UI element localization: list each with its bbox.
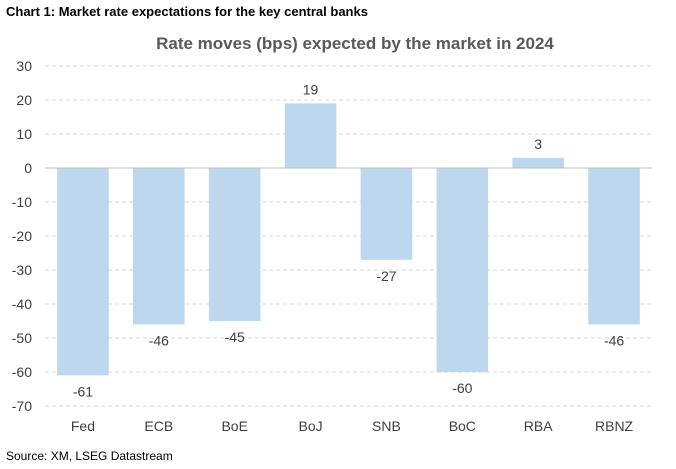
data-label: -45 xyxy=(225,329,245,345)
bar-ecb xyxy=(133,168,185,325)
x-tick-label: Fed xyxy=(71,418,95,434)
y-tick-label: -10 xyxy=(12,194,32,210)
x-tick-label: RBNZ xyxy=(595,418,634,434)
chart-caption: Chart 1: Market rate expectations for th… xyxy=(6,4,368,19)
y-tick-label: -50 xyxy=(12,330,32,346)
x-tick-label: BoJ xyxy=(299,418,323,434)
y-tick-label: 0 xyxy=(24,160,32,176)
bar-rba xyxy=(512,157,564,168)
x-tick-label: RBA xyxy=(524,418,553,434)
y-tick-label: -70 xyxy=(12,398,32,414)
data-label: 19 xyxy=(303,81,319,97)
y-tick-label: 20 xyxy=(16,92,32,108)
data-label: -46 xyxy=(149,332,169,348)
chart-title: Rate moves (bps) expected by the market … xyxy=(156,34,554,53)
bar-boj xyxy=(284,103,337,168)
y-tick-label: -40 xyxy=(12,296,32,312)
x-tick-label: SNB xyxy=(372,418,401,434)
bar-fed xyxy=(57,168,109,376)
x-tick-label: ECB xyxy=(144,418,173,434)
bar-boc xyxy=(436,168,489,372)
x-tick-label: BoC xyxy=(449,418,476,434)
y-tick-label: -30 xyxy=(12,262,32,278)
data-label: -60 xyxy=(452,380,472,396)
y-tick-label: 30 xyxy=(16,58,32,74)
y-tick-label: 10 xyxy=(16,126,32,142)
bar-rbnz xyxy=(588,168,640,325)
bar-boe xyxy=(208,168,261,321)
y-tick-label: -20 xyxy=(12,228,32,244)
data-label: -27 xyxy=(376,268,396,284)
data-label: 3 xyxy=(534,136,542,152)
data-label: -46 xyxy=(604,332,624,348)
bar-snb xyxy=(360,168,413,260)
source-note: Source: XM, LSEG Datastream xyxy=(6,449,173,463)
x-tick-label: BoE xyxy=(221,418,247,434)
data-label: -61 xyxy=(73,383,93,399)
y-tick-label: -60 xyxy=(12,364,32,380)
